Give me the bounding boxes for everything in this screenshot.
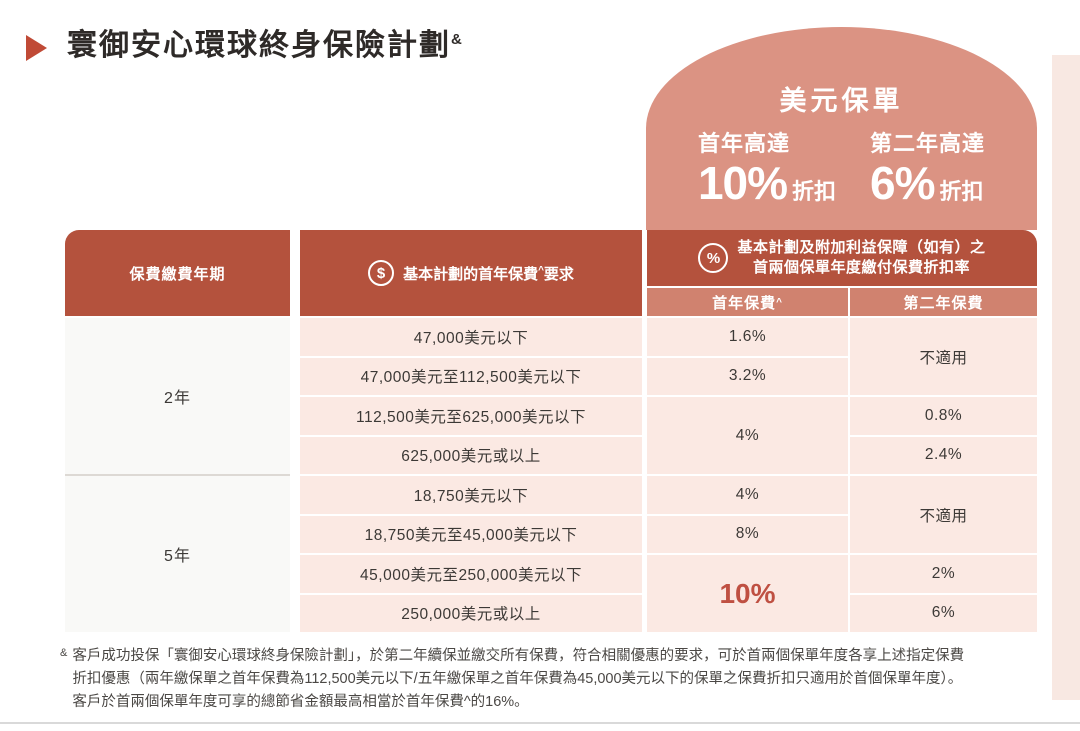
discount-header-line2: 首兩個保單年度繳付保費折扣率	[752, 259, 970, 276]
footnote-line: 客戶於首兩個保單年度可享的總節省金額最高相當於首年保費^的16%。	[72, 694, 529, 711]
second-year-offer: 第二年高達 6% 折扣	[870, 126, 985, 210]
tier-cell: 625,000美元或以上	[300, 436, 642, 474]
second-year-discount-cell: 0.8%	[850, 397, 1037, 435]
first-year-discount-cell: 4%	[647, 397, 848, 474]
subheader-second-year-premium: 第二年保費	[850, 288, 1037, 316]
dollar-glyph: $	[376, 264, 386, 282]
tier-cell: 112,500美元至625,000美元以下	[300, 397, 642, 435]
tier-cell: 45,000美元至250,000美元以下	[300, 555, 642, 593]
first-year-discount-pct: 10%	[697, 157, 788, 209]
badge-title: 美元保單	[779, 86, 904, 116]
second-year-discount-cell: 6%	[850, 594, 1037, 632]
period-cell-5yr: 5年	[65, 476, 290, 632]
subheader-first-year-label: 首年保費	[712, 294, 777, 312]
page-title-footnote-marker: &	[451, 31, 464, 48]
first-year-discount-cell: 4%	[647, 476, 848, 514]
second-year-discount-cell: 2.4%	[850, 436, 1037, 474]
premium-req-sup: ^	[538, 264, 544, 276]
second-year-discount-cell: 2%	[850, 555, 1037, 593]
subheader-first-year-premium: 首年保費 ^	[647, 288, 848, 316]
bullet-triangle-icon	[26, 35, 47, 61]
first-year-discount-cell: 1.6%	[647, 318, 848, 356]
percent-glyph: %	[706, 249, 721, 267]
second-year-discount-pct: 6%	[870, 157, 935, 209]
premium-req-suffix: 要求	[543, 265, 574, 283]
second-year-offer-label: 第二年高達	[870, 131, 986, 156]
first-year-discount-cell: 8%	[647, 515, 848, 553]
tier-cell: 18,750美元至45,000美元以下	[300, 515, 642, 553]
badge-offers: 首年高達 10% 折扣 第二年高達 6% 折扣	[646, 126, 1037, 210]
header-payment-period: 保費繳費年期	[65, 230, 290, 316]
page-title: 寰御安心環球終身保險計劃&	[67, 28, 464, 64]
tier-cell: 250,000美元或以上	[300, 594, 642, 632]
right-edge-decoration	[1052, 55, 1080, 700]
footnote-text: 客戶成功投保「寰御安心環球終身保險計劃」，於第二年續保並繳交所有保費，符合相關優…	[72, 645, 964, 715]
discount-header-line1: 基本計劃及附加利益保障（如有）之	[737, 238, 986, 256]
second-year-offer-value: 6% 折扣	[870, 156, 985, 210]
footnote-line: 折扣優惠（兩年繳保單之首年保費為112,500美元以下/五年繳保單之首年保費為4…	[72, 671, 963, 688]
usd-policy-badge: 美元保單 首年高達 10% 折扣 第二年高達 6% 折扣	[646, 27, 1037, 230]
second-year-discount-cell: 不適用	[850, 476, 1037, 553]
discount-header-lines: 基本計劃及附加利益保障（如有）之 首兩個保單年度繳付保費折扣率	[737, 238, 985, 279]
title-row: 寰御安心環球終身保險計劃&	[26, 28, 464, 64]
premium-discount-table: 保費繳費年期 $ 基本計劃的首年保費^要求 % 基本計劃及附加利益保障（如有）之…	[65, 230, 1037, 632]
dollar-icon: $	[368, 260, 395, 286]
first-year-discount-suffix: 折扣	[792, 179, 837, 204]
second-year-discount-cell: 不適用	[850, 318, 1037, 395]
first-year-discount-cell: 3.2%	[647, 357, 848, 395]
footnote-marker: &	[60, 647, 68, 659]
tier-cell: 47,000美元至112,500美元以下	[300, 357, 642, 395]
subheader-first-year-sup: ^	[776, 296, 783, 308]
first-year-offer-label: 首年高達	[697, 131, 790, 156]
page-title-text: 寰御安心環球終身保險計劃	[67, 29, 451, 62]
second-year-discount-suffix: 折扣	[939, 179, 984, 204]
tier-cell: 47,000美元以下	[300, 318, 642, 356]
tier-cell: 18,750美元以下	[300, 476, 642, 514]
first-year-discount-cell-highlight: 10%	[647, 555, 848, 632]
period-cell-2yr: 2年	[65, 318, 290, 474]
first-year-offer: 首年高達 10% 折扣	[698, 126, 836, 210]
footnote: & 客戶成功投保「寰御安心環球終身保險計劃」，於第二年續保並繳交所有保費，符合相…	[60, 645, 1035, 715]
first-year-offer-value: 10% 折扣	[698, 156, 836, 210]
header-premium-req-text: 基本計劃的首年保費^要求	[403, 263, 574, 284]
header-discount-rate: % 基本計劃及附加利益保障（如有）之 首兩個保單年度繳付保費折扣率	[647, 230, 1037, 286]
header-first-year-premium-requirement: $ 基本計劃的首年保費^要求	[300, 230, 642, 316]
premium-req-label: 基本計劃的首年保費	[403, 265, 539, 283]
footnote-line: 客戶成功投保「寰御安心環球終身保險計劃」，於第二年續保並繳交所有保費，符合相關優…	[72, 648, 965, 664]
bottom-divider	[0, 722, 1080, 724]
percent-icon: %	[698, 243, 729, 273]
